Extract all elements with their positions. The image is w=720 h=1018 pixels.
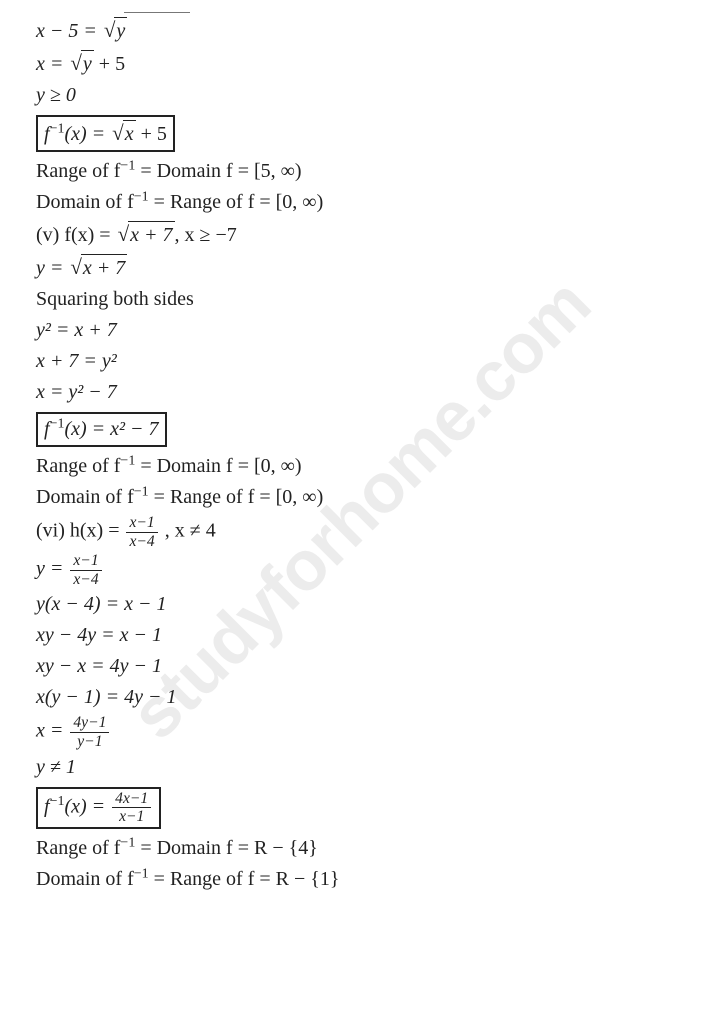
radicand: y: [81, 50, 94, 78]
text: = Range of f = R − {1}: [149, 868, 340, 890]
exponent: −1: [50, 416, 65, 431]
text: (vi) h(x) =: [36, 520, 124, 542]
eq-line-22: x = 4y−1y−1: [36, 715, 720, 749]
text: y =: [36, 558, 68, 580]
radicand: x: [123, 120, 136, 148]
sqrt-icon: y: [68, 49, 93, 78]
eq-line-5: Range of f−1 = Domain f = [5, ∞): [36, 158, 720, 185]
text: , x ≠ 4: [160, 520, 216, 542]
eq-line-24-boxed: f−1(x) = 4x−1x−1: [36, 785, 720, 831]
text: y =: [36, 257, 68, 279]
text: Domain of f: [36, 486, 134, 508]
denominator: y−1: [70, 733, 109, 750]
sqrt-icon: x: [110, 119, 135, 148]
exponent: −1: [50, 121, 65, 136]
fraction: x−1x−4: [126, 515, 157, 549]
eq-line-19: xy − 4y = x − 1: [36, 622, 720, 649]
exponent: −1: [120, 453, 135, 468]
exponent: −1: [134, 866, 149, 881]
text: (v) f(x) =: [36, 224, 116, 246]
text: x − 5 =: [36, 20, 102, 42]
eq-line-23: y ≠ 1: [36, 754, 720, 781]
exponent: −1: [134, 484, 149, 499]
eq-line-9: Squaring both sides: [36, 286, 720, 313]
text: Domain of f: [36, 191, 134, 213]
text: = Range of f = [0, ∞): [149, 486, 324, 508]
text: x =: [36, 720, 68, 742]
eq-line-17: y = x−1x−4: [36, 553, 720, 587]
radicand: y: [114, 17, 127, 45]
eq-line-15: Domain of f−1 = Range of f = [0, ∞): [36, 484, 720, 511]
eq-line-8: y = x + 7: [36, 253, 720, 282]
sqrt-icon: y: [102, 16, 127, 45]
text: = Domain f = [5, ∞): [135, 160, 301, 182]
text: , x ≥ −7: [175, 224, 237, 246]
text: (x) =: [64, 123, 110, 145]
text: (x) =: [64, 795, 110, 817]
text: + 5: [136, 123, 167, 145]
text: = Range of f = [0, ∞): [149, 191, 324, 213]
exponent: −1: [120, 835, 135, 850]
text: = Domain f = [0, ∞): [135, 455, 301, 477]
radicand: x + 7: [128, 221, 174, 249]
eq-line-20: xy − x = 4y − 1: [36, 653, 720, 680]
numerator: x−1: [126, 515, 157, 533]
eq-line-13-boxed: f−1(x) = x² − 7: [36, 410, 720, 449]
sqrt-icon: x + 7: [116, 220, 175, 249]
denominator: x−4: [70, 571, 101, 588]
eq-line-12: x = y² − 7: [36, 379, 720, 406]
numerator: x−1: [70, 553, 101, 571]
eq-line-26: Domain of f−1 = Range of f = R − {1}: [36, 866, 720, 893]
eq-line-6: Domain of f−1 = Range of f = [0, ∞): [36, 189, 720, 216]
text: (x) = x² − 7: [64, 418, 158, 440]
fraction: 4x−1x−1: [112, 791, 151, 825]
numerator: 4x−1: [112, 791, 151, 809]
fraction: x−1x−4: [70, 553, 101, 587]
eq-line-3: y ≥ 0: [36, 82, 720, 109]
text: = Domain f = R − {4}: [135, 837, 317, 859]
exponent: −1: [50, 794, 65, 809]
math-content: x − 5 = y x = y + 5 y ≥ 0 f−1(x) = x + 5…: [0, 0, 720, 893]
eq-line-2: x = y + 5: [36, 49, 720, 78]
eq-line-14: Range of f−1 = Domain f = [0, ∞): [36, 453, 720, 480]
eq-line-10: y² = x + 7: [36, 317, 720, 344]
eq-line-25: Range of f−1 = Domain f = R − {4}: [36, 835, 720, 862]
text: Range of f: [36, 455, 120, 477]
fraction: 4y−1y−1: [70, 715, 109, 749]
eq-line-18: y(x − 4) = x − 1: [36, 591, 720, 618]
eq-line-1: x − 5 = y: [36, 16, 720, 45]
denominator: x−4: [126, 533, 157, 550]
text: Domain of f: [36, 868, 134, 890]
exponent: −1: [120, 158, 135, 173]
sqrt-icon: x + 7: [68, 253, 127, 282]
numerator: 4y−1: [70, 715, 109, 733]
text: Range of f: [36, 837, 120, 859]
text: Range of f: [36, 160, 120, 182]
denominator: x−1: [112, 808, 151, 825]
text: x =: [36, 53, 68, 75]
eq-line-7: (v) f(x) = x + 7, x ≥ −7: [36, 220, 720, 249]
radicand: x + 7: [81, 254, 127, 282]
eq-line-16: (vi) h(x) = x−1x−4 , x ≠ 4: [36, 515, 720, 549]
eq-line-11: x + 7 = y²: [36, 348, 720, 375]
eq-line-4-boxed: f−1(x) = x + 5: [36, 113, 720, 154]
text: + 5: [94, 53, 125, 75]
eq-line-21: x(y − 1) = 4y − 1: [36, 684, 720, 711]
exponent: −1: [134, 189, 149, 204]
